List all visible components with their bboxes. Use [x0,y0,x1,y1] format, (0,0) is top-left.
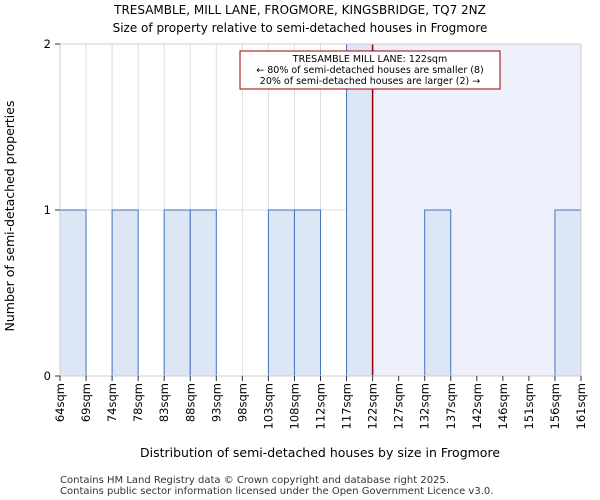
x-tick-label: 146sqm [496,383,510,429]
y-axis: 0 1 2 [44,37,60,383]
larger-region-highlight [372,44,581,376]
annotation-frame [239,50,501,90]
y-tick-label: 2 [44,37,51,51]
x-tick-label: 78sqm [131,383,145,422]
x-tick-label: 161sqm [574,383,588,429]
bar [293,209,322,377]
bar [163,209,191,377]
x-tick-label: 69sqm [79,383,93,422]
bar [424,209,452,377]
bar [59,209,87,377]
bar [111,209,139,377]
y-tick-label: 0 [44,369,51,383]
x-tick-label: 64sqm [53,383,67,422]
bar [554,209,582,377]
x-tick-label: 142sqm [470,383,484,429]
x-axis-label: Distribution of semi-detached houses by … [140,445,500,460]
chart-subtitle: Size of property relative to semi-detach… [113,21,488,35]
x-axis: 64sqm 69sqm 74sqm 78sqm 83sqm 88sqm 93sqm 98sqm… [53,376,588,429]
footer-line-2: Contains public sector information licen… [60,486,493,497]
x-tick-label: 112sqm [314,383,328,429]
x-tick-label: 83sqm [157,383,171,422]
x-tick-label: 74sqm [105,383,119,422]
y-tick-label: 1 [44,203,51,217]
y-axis-label: Number of semi-detached properties [2,101,17,332]
bar [267,209,295,377]
chart-title: TRESAMBLE, MILL LANE, FROGMORE, KINGSBRI… [113,3,486,17]
annotation-line-1: TRESAMBLE MILL LANE: 122sqm [292,54,447,65]
annotation-box: TRESAMBLE MILL LANE: 122sqm ← 80% of sem… [239,50,501,90]
x-tick-label: 103sqm [261,383,275,429]
x-tick-label: 108sqm [287,383,301,429]
x-tick-label: 156sqm [548,383,562,429]
annotation-line-2: ← 80% of semi-detached houses are smalle… [256,65,484,76]
x-tick-label: 88sqm [183,383,197,422]
footer-line-1: Contains HM Land Registry data © Crown c… [60,475,449,486]
x-tick-label: 137sqm [444,383,458,429]
bar [189,209,217,377]
x-tick-label: 151sqm [522,383,536,429]
x-tick-label: 117sqm [340,383,354,429]
x-tick-label: 127sqm [392,383,406,429]
x-tick-label: 93sqm [209,383,223,422]
bar [346,43,374,377]
bars [59,43,582,377]
annotation-line-3: 20% of semi-detached houses are larger (… [260,76,480,87]
x-tick-label: 98sqm [235,383,249,422]
x-tick-label: 122sqm [366,383,380,429]
x-tick-label: 132sqm [418,383,432,429]
